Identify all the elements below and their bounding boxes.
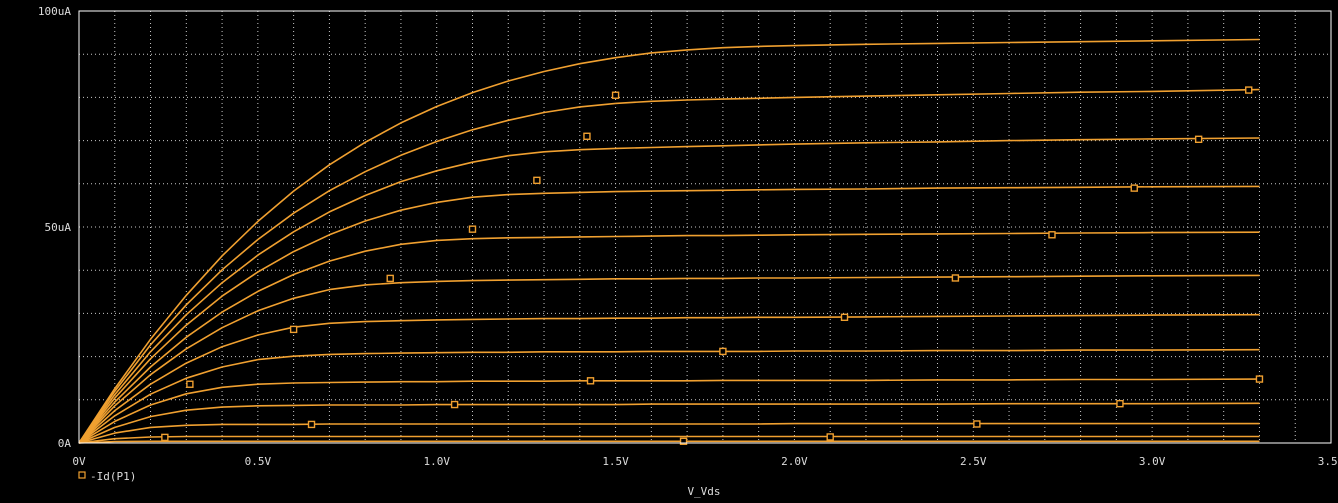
trace-line-9 bbox=[78, 378, 1260, 444]
trace-marker bbox=[1116, 399, 1124, 408]
trace-marker bbox=[611, 91, 620, 99]
plot-frame bbox=[78, 10, 1332, 444]
trace-markers bbox=[161, 86, 1264, 445]
trace-line-7 bbox=[78, 313, 1260, 444]
trace-marker bbox=[719, 347, 727, 356]
x-tick-label: 0.5V bbox=[245, 455, 272, 468]
trace-line-2 bbox=[78, 88, 1260, 444]
legend-label: -Id(P1) bbox=[90, 470, 136, 483]
x-tick-label: 1.5V bbox=[602, 455, 629, 468]
trace-line-1 bbox=[78, 38, 1260, 444]
trace-marker bbox=[161, 433, 169, 442]
trace-marker bbox=[679, 437, 688, 445]
x-tick-label: 3.5V bbox=[1318, 455, 1338, 468]
trace-marker bbox=[450, 400, 459, 409]
x-tick-label: 3.0V bbox=[1139, 455, 1166, 468]
x-tick-label: 1.0V bbox=[423, 455, 450, 468]
trace-marker bbox=[951, 274, 960, 282]
trace-marker bbox=[826, 433, 834, 441]
x-tick-label: 0V bbox=[72, 455, 86, 468]
trace-marker bbox=[840, 313, 849, 321]
x-tick-label: 2.5V bbox=[960, 455, 987, 468]
trace-marker bbox=[1130, 184, 1138, 192]
trace-marker bbox=[307, 420, 316, 429]
legend: -Id(P1) bbox=[78, 470, 136, 483]
trace-marker bbox=[186, 380, 194, 388]
trace-line-13 bbox=[78, 440, 1260, 444]
legend-marker-icon bbox=[78, 471, 86, 479]
trace-line-5 bbox=[78, 231, 1260, 444]
y-tick-label: 100uA bbox=[38, 5, 71, 18]
trace-marker bbox=[289, 325, 298, 334]
trace-marker bbox=[1194, 135, 1203, 144]
y-tick-label: 0A bbox=[58, 437, 72, 450]
trace-marker bbox=[386, 274, 394, 283]
trace-line-10 bbox=[78, 402, 1260, 444]
trace-line-4 bbox=[78, 185, 1260, 444]
traces bbox=[78, 38, 1260, 444]
y-tick-label: 50uA bbox=[45, 221, 72, 234]
trace-line-6 bbox=[78, 274, 1260, 444]
x-tick-label: 2.0V bbox=[781, 455, 808, 468]
x-axis-label: V_Vds bbox=[687, 485, 720, 498]
trace-marker bbox=[1245, 86, 1253, 94]
trace-line-12 bbox=[78, 435, 1260, 444]
tick-labels: 0V 0.5V 1.0V 1.5V 2.0V 2.5V 3.0V 3.5V 0A 50uA 100u… bbox=[38, 5, 1338, 468]
trace-marker bbox=[533, 176, 541, 185]
trace-marker bbox=[1048, 231, 1056, 239]
trace-marker bbox=[1255, 375, 1264, 383]
trace-marker bbox=[973, 420, 981, 428]
trace-marker bbox=[586, 377, 595, 385]
trace-line-3 bbox=[78, 137, 1260, 444]
trace-line-11 bbox=[78, 422, 1260, 444]
trace-line-8 bbox=[78, 348, 1260, 444]
trace-marker bbox=[583, 132, 591, 140]
trace-marker bbox=[468, 225, 477, 233]
grid bbox=[79, 11, 1331, 443]
